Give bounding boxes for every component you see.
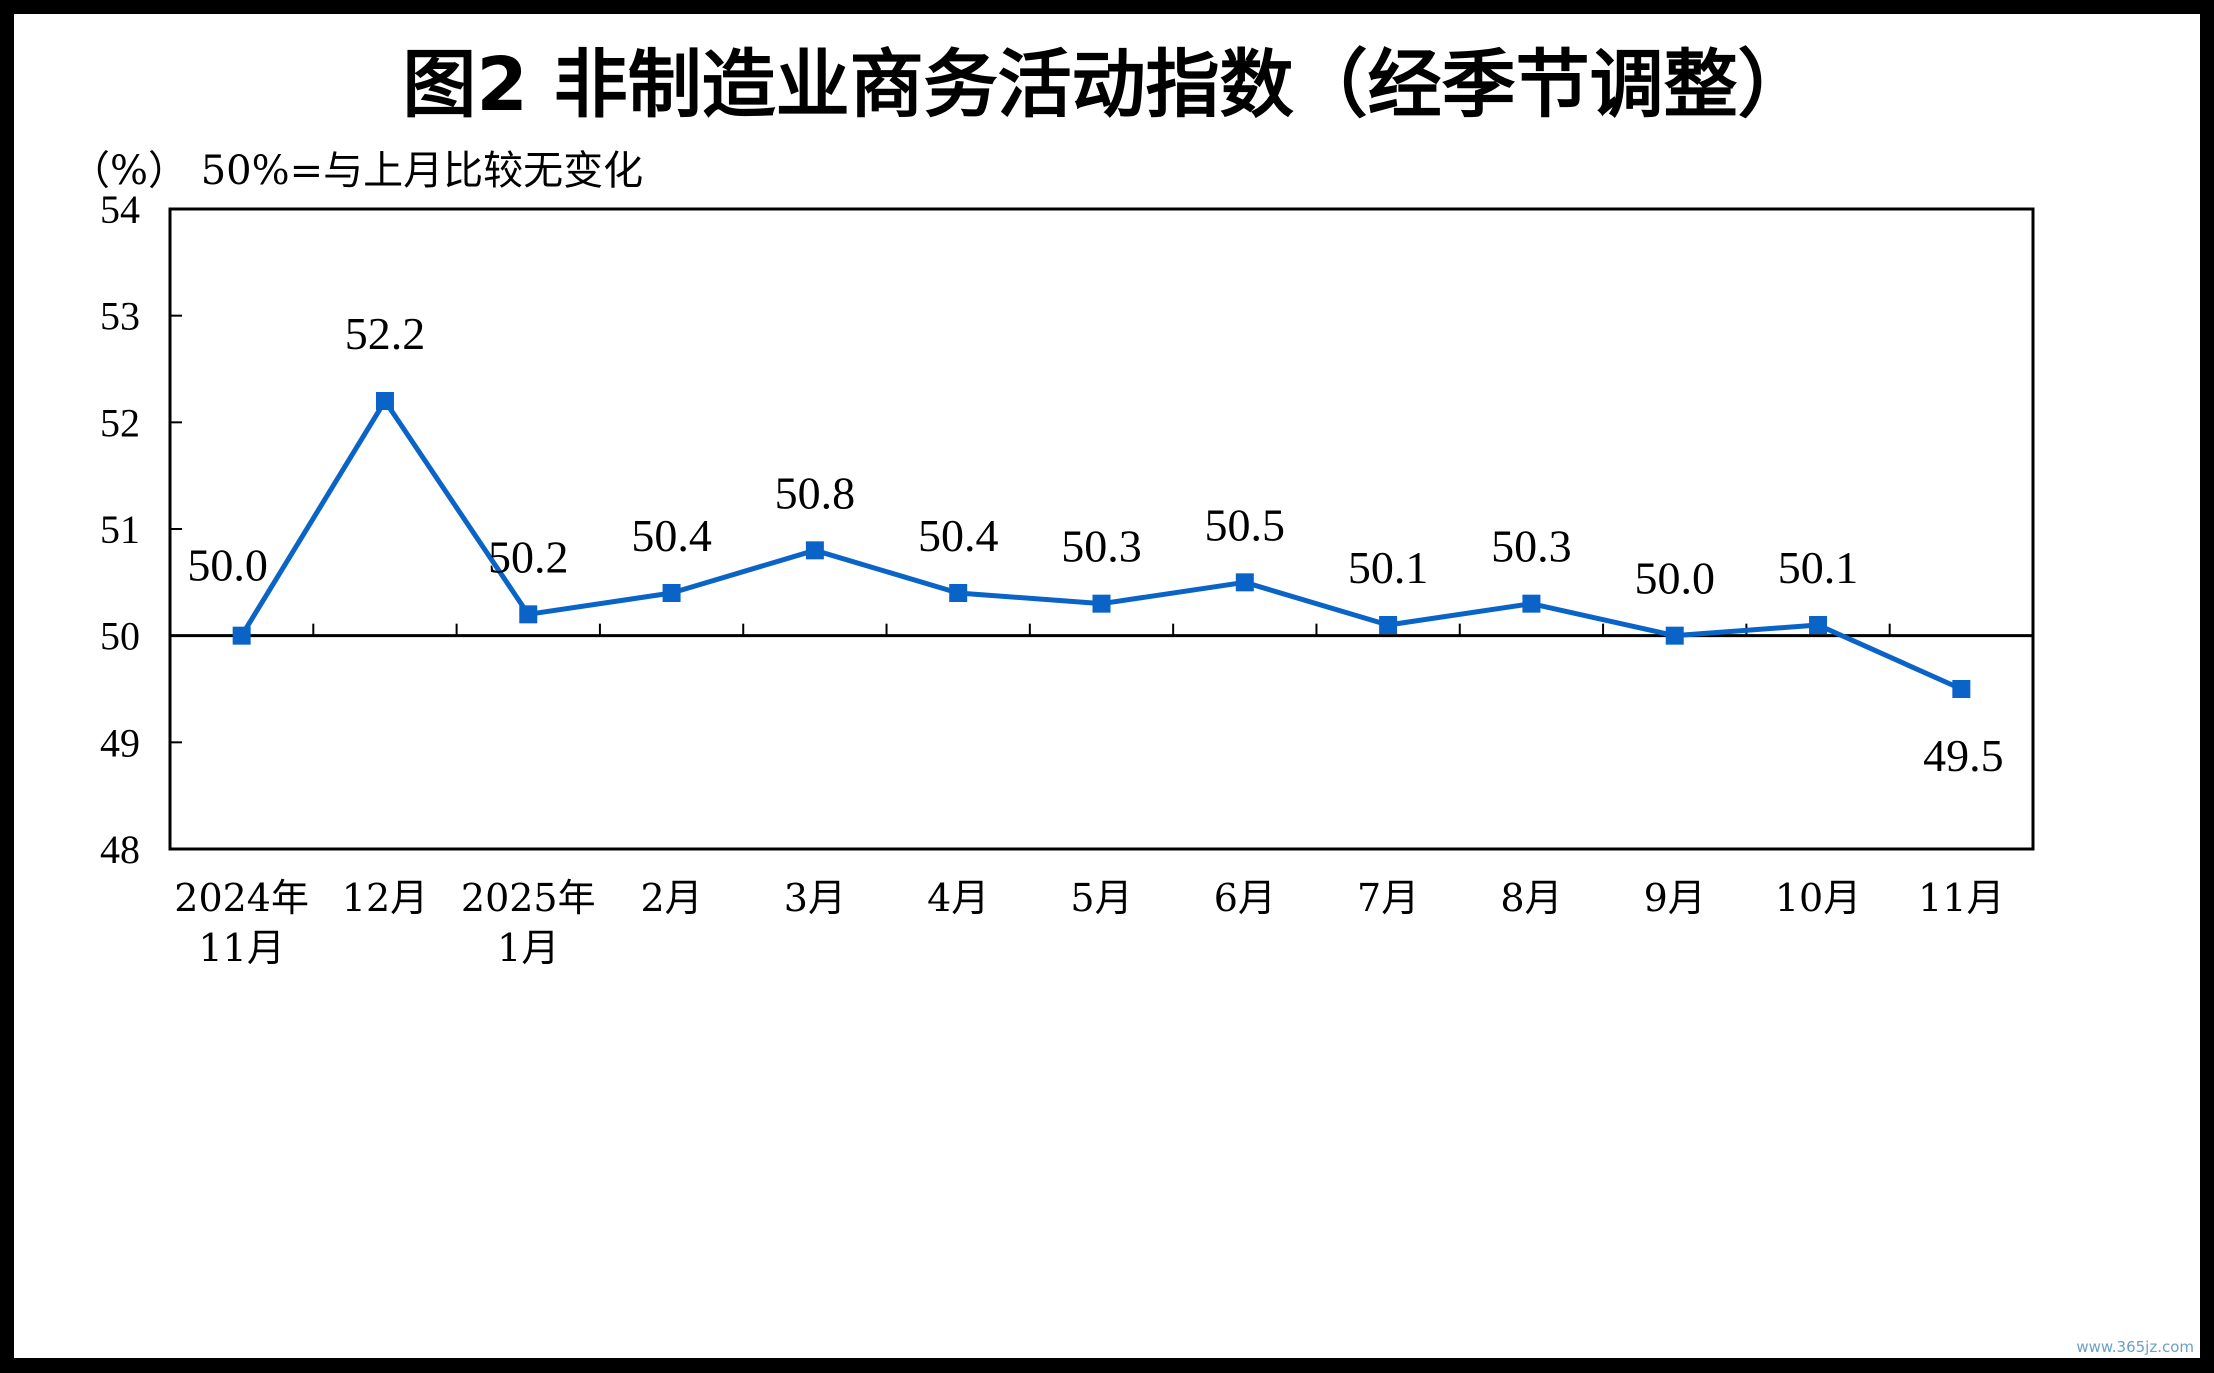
x-tick-label: 3月 xyxy=(784,876,846,920)
y-tick-label: 54 xyxy=(100,187,140,232)
y-axis-ticks: 48 49 50 51 52 53 54 xyxy=(100,187,182,872)
data-label: 50.0 xyxy=(187,540,268,591)
data-point xyxy=(232,626,251,645)
data-point xyxy=(1952,680,1971,698)
y-tick-label: 49 xyxy=(100,720,140,765)
data-label: 50.0 xyxy=(1634,553,1715,604)
data-point xyxy=(1235,573,1254,592)
x-tick-label: 9月 xyxy=(1644,876,1706,920)
data-label: 50.4 xyxy=(918,510,999,561)
x-tick-label: 2月 xyxy=(640,876,702,920)
x-tick-label: 6月 xyxy=(1214,876,1276,920)
y-tick-label: 53 xyxy=(100,294,140,339)
x-tick-label: 8月 xyxy=(1500,876,1562,920)
data-label: 50.1 xyxy=(1348,542,1429,593)
x-tick-label: 2025年 xyxy=(461,876,596,920)
chart-note: （%） 50%=与上月比较无变化 xyxy=(70,148,643,194)
x-tick-label: 5月 xyxy=(1070,876,1132,920)
data-point xyxy=(662,584,681,602)
data-point xyxy=(375,392,394,410)
watermark: www.365jz.com xyxy=(2076,1338,2194,1356)
y-tick-label: 48 xyxy=(100,827,140,872)
y-tick-label: 50 xyxy=(100,614,140,659)
plot-area-border xyxy=(168,207,2035,851)
chart: 图2 非制造业商务活动指数（经季节调整） （%） 50%=与上月比较无变化 48… xyxy=(70,42,2194,1356)
data-point xyxy=(1665,626,1684,645)
x-tick-label: 11月 xyxy=(1918,876,2004,920)
data-label: 50.3 xyxy=(1061,521,1142,572)
x-tick-label: 11月 xyxy=(198,926,284,970)
data-label: 50.3 xyxy=(1491,521,1572,572)
x-tick-label: 10月 xyxy=(1775,876,1861,920)
data-label: 50.8 xyxy=(775,467,856,518)
data-label: 49.5 xyxy=(1923,730,2004,781)
data-label: 52.2 xyxy=(345,308,426,359)
y-tick-label: 51 xyxy=(100,507,140,552)
data-point xyxy=(1522,594,1541,613)
data-label: 50.2 xyxy=(488,531,569,582)
y-tick-label: 52 xyxy=(100,400,140,445)
data-point xyxy=(1379,616,1398,634)
data-labels: 50.0 52.2 50.2 50.4 50.8 50.4 50.3 50.5 50.1 50.3… xyxy=(187,308,2003,781)
series-layer xyxy=(232,392,1971,698)
data-point xyxy=(519,605,538,624)
x-tick-label: 2024年 xyxy=(174,876,309,920)
x-tick-label: 1月 xyxy=(497,926,559,970)
data-label: 50.1 xyxy=(1778,542,1859,593)
x-tick-label: 4月 xyxy=(927,876,989,920)
x-axis-ticks: 2024年 11月 12月 2025年 1月 2月 3月 4月 5月 6月 7月 8月 9月 10月 11月 xyxy=(174,623,2005,970)
x-tick-label: 7月 xyxy=(1357,876,1419,920)
data-point xyxy=(1092,594,1111,613)
data-point xyxy=(1809,616,1828,634)
data-point xyxy=(949,584,968,602)
data-label: 50.5 xyxy=(1205,499,1286,550)
chart-title: 图2 非制造业商务活动指数（经季节调整） xyxy=(402,42,1811,128)
data-label: 50.4 xyxy=(631,510,712,561)
x-tick-label: 12月 xyxy=(342,876,428,920)
data-point xyxy=(805,541,824,560)
chart-frame: 图2 非制造业商务活动指数（经季节调整） （%） 50%=与上月比较无变化 48… xyxy=(14,14,2200,1358)
